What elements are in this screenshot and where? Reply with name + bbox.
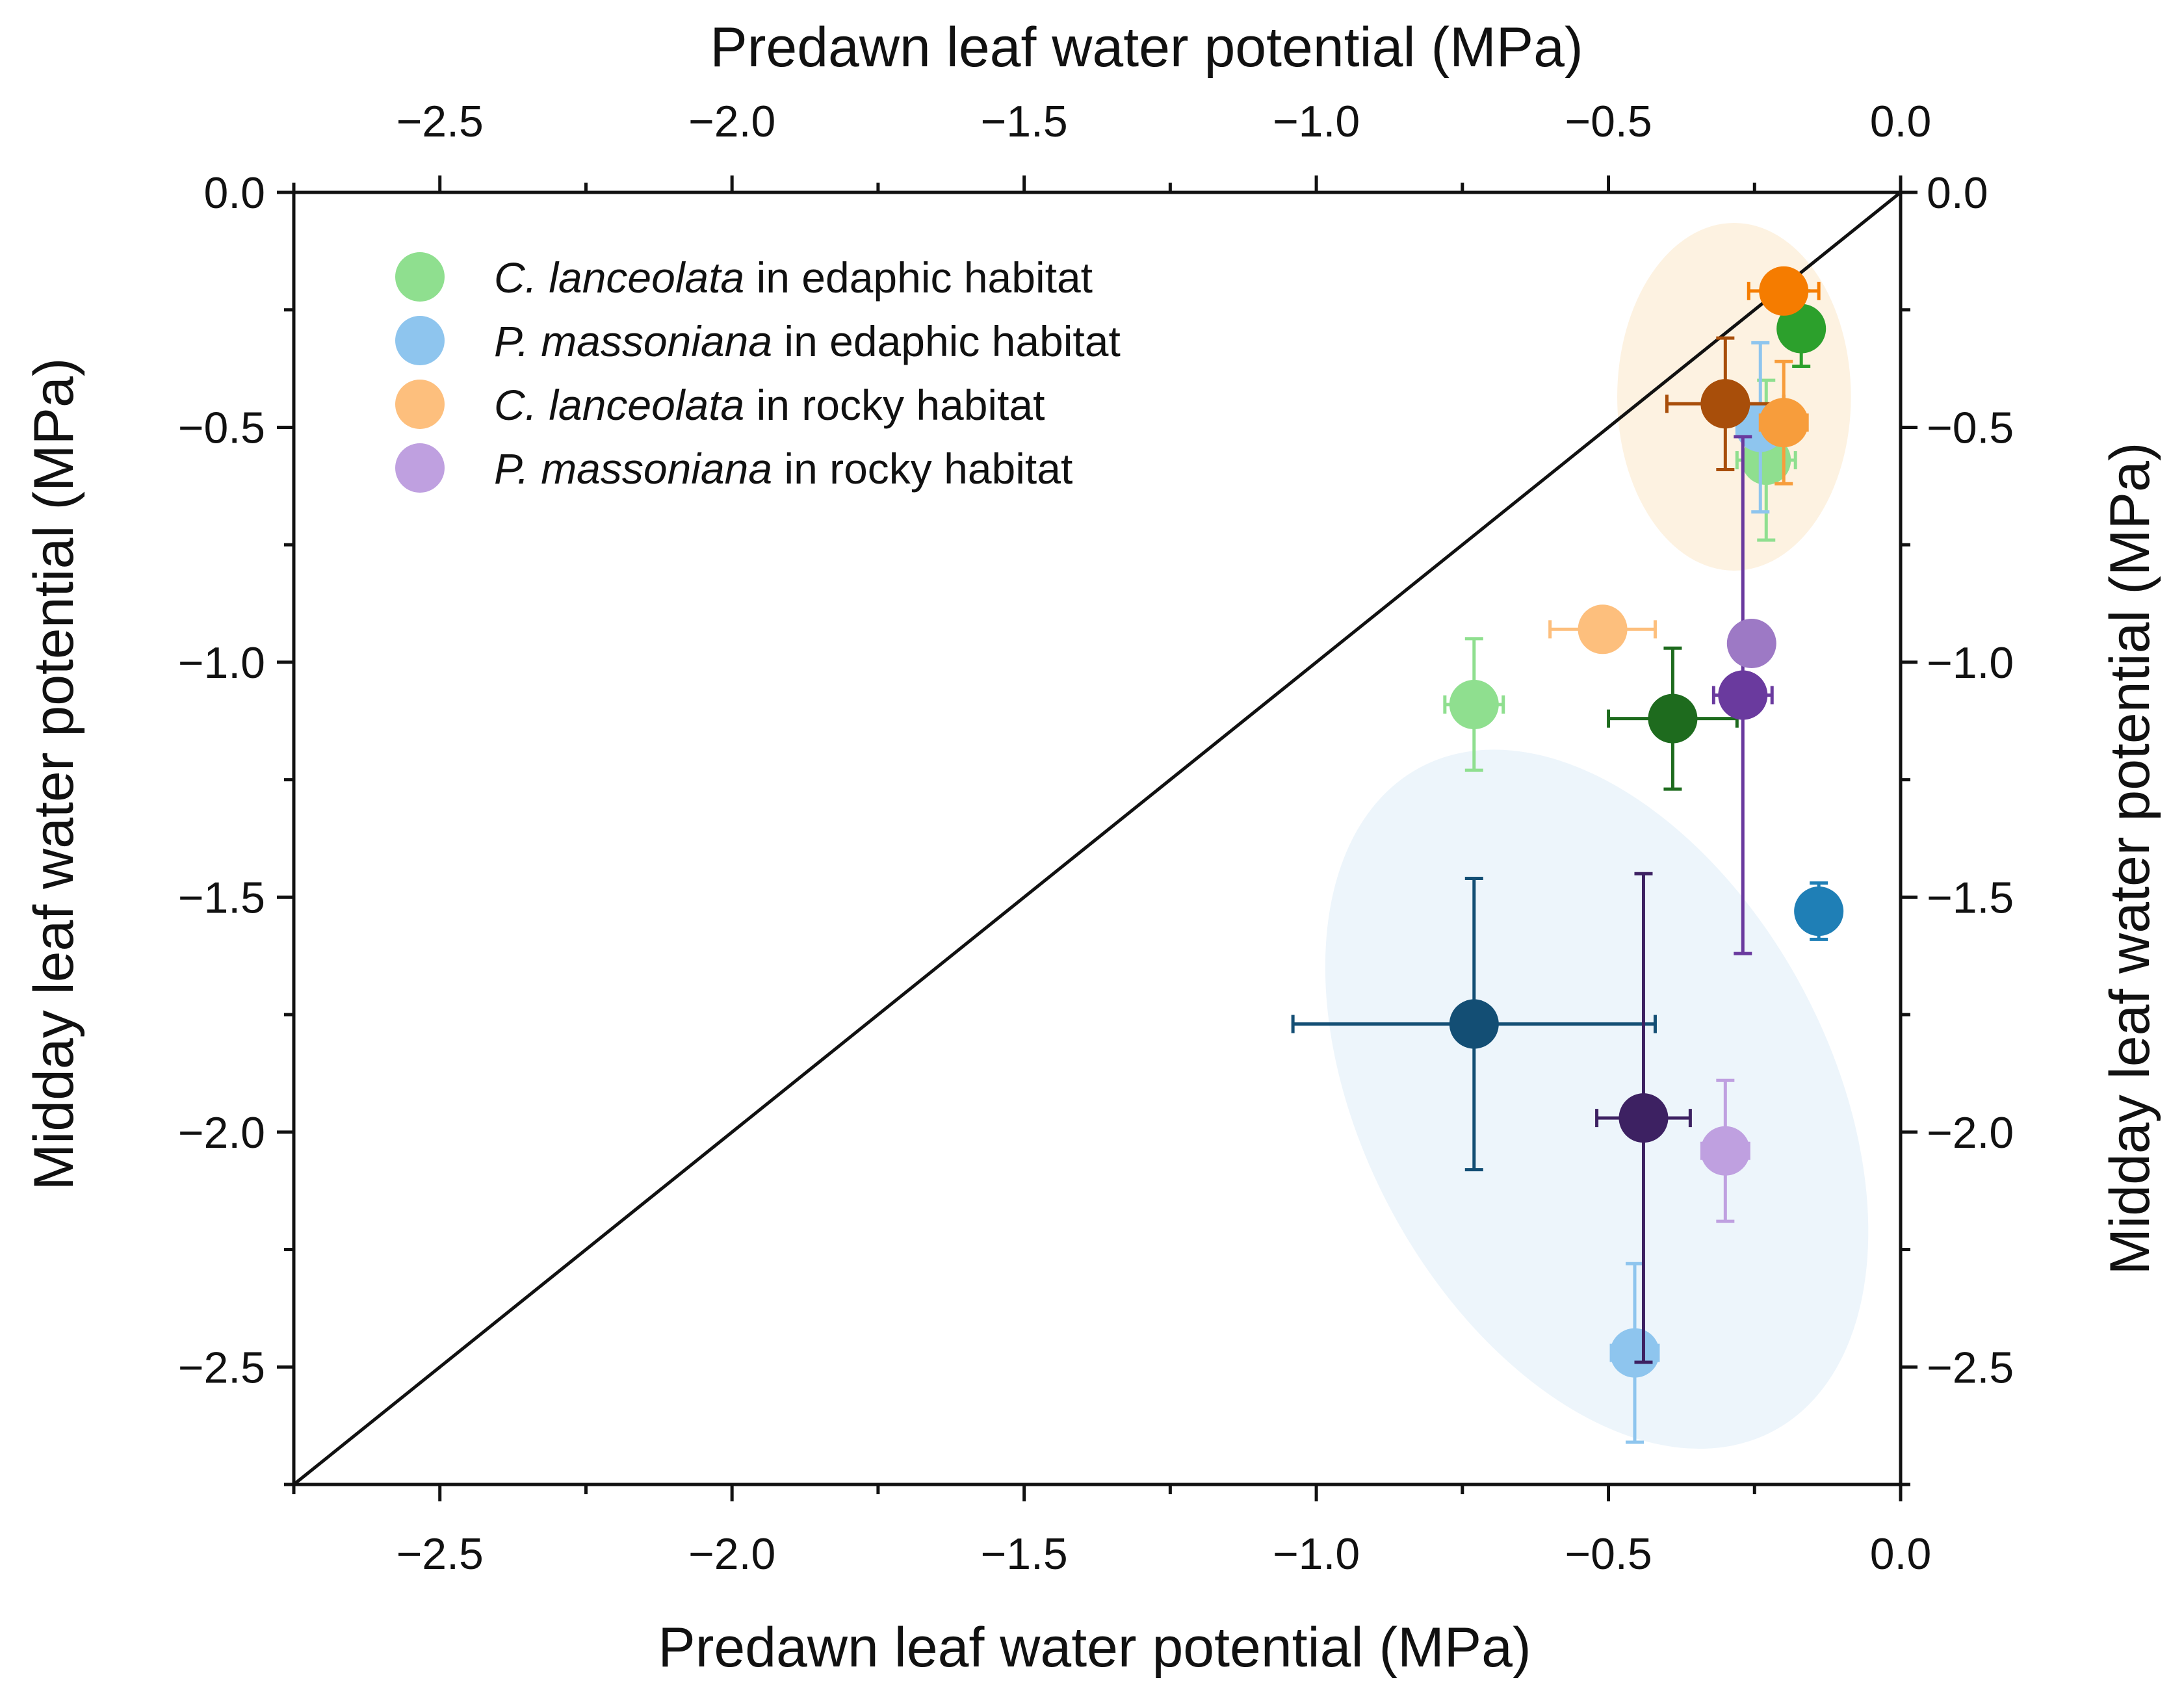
point-marker <box>1700 1126 1750 1176</box>
y-tick-label-right: −2.0 <box>1927 1108 2014 1158</box>
legend-marker <box>395 443 445 493</box>
data-point <box>1700 1078 1750 1223</box>
x-tick-label-bottom: −1.5 <box>981 1529 1068 1579</box>
y-tick-label-left: 0.0 <box>203 168 265 218</box>
point-marker <box>1578 604 1628 654</box>
x-tick-label-top: −2.5 <box>396 97 484 146</box>
legend-marker <box>395 316 445 365</box>
point-marker <box>1759 266 1809 316</box>
point-marker <box>1759 398 1809 448</box>
legend-label: C. lanceolata in edaphic habitat <box>494 253 1093 302</box>
highlight-regions <box>1325 222 1869 1449</box>
one-to-one-line <box>292 191 1902 1486</box>
x-tick-label-top: 0.0 <box>1870 97 1932 146</box>
point-marker <box>1718 670 1768 720</box>
point-marker <box>1609 1328 1659 1378</box>
point-marker <box>1700 379 1750 429</box>
y-tick-label-left: −1.5 <box>178 873 265 922</box>
x-axis-title-top: Predawn leaf water potential (MPa) <box>710 16 1583 79</box>
point-marker <box>1449 999 1499 1049</box>
point-marker <box>1648 693 1698 744</box>
y-tick-label-left: −1.0 <box>178 638 265 688</box>
data-points <box>1291 266 1844 1444</box>
legend-label: P. massoniana in edaphic habitat <box>494 317 1121 365</box>
legend-marker <box>395 252 445 302</box>
data-point <box>1609 1262 1660 1444</box>
axis-ticks: −2.5 −2.5 −2.0 −2.0 −1.5 −1.5 −1.0 −1.0 −0.5 −0.5… <box>178 97 2014 1579</box>
legend: C. lanceolata in edaphic habitat P. masso… <box>395 252 1121 493</box>
y-tick-label-left: −2.5 <box>178 1343 265 1392</box>
point-marker <box>1618 1093 1669 1143</box>
y-tick-label-right: 0.0 <box>1927 168 1988 218</box>
data-point <box>1726 618 1776 668</box>
y-tick-label-right: −1.5 <box>1927 873 2014 922</box>
x-axis-title-bottom: Predawn leaf water potential (MPa) <box>658 1616 1531 1679</box>
y-axis-title-left: Midday leaf water potential (MPa) <box>23 357 85 1190</box>
x-tick-label-bottom: −2.0 <box>688 1529 775 1579</box>
data-point <box>1291 876 1657 1172</box>
point-marker <box>1726 618 1776 668</box>
data-point <box>1595 872 1692 1364</box>
point-marker <box>1449 679 1499 729</box>
point-marker <box>1776 304 1826 354</box>
data-point <box>1758 359 1809 486</box>
plot-frame <box>292 190 1903 1486</box>
x-tick-label-bottom: −2.5 <box>396 1529 484 1579</box>
data-point <box>1607 646 1739 791</box>
y-tick-label-right: −1.0 <box>1927 638 2014 688</box>
point-marker <box>1794 887 1844 937</box>
y-tick-label-right: −0.5 <box>1927 403 2014 452</box>
x-tick-label-top: −1.5 <box>981 97 1068 146</box>
y-tick-label-left: −0.5 <box>178 403 265 452</box>
x-tick-label-top: −2.0 <box>688 97 775 146</box>
data-point <box>1747 266 1821 316</box>
x-tick-label-top: −0.5 <box>1565 97 1652 146</box>
y-tick-label-right: −2.5 <box>1927 1343 2014 1392</box>
legend-marker <box>395 380 445 429</box>
data-point <box>1443 637 1505 772</box>
data-point <box>1794 881 1844 941</box>
y-axis-title-right: Midday leaf water potential (MPa) <box>2099 442 2161 1275</box>
x-tick-label-bottom: 0.0 <box>1870 1529 1932 1579</box>
legend-label: C. lanceolata in rocky habitat <box>494 381 1045 429</box>
legend-label: P. massoniana in rocky habitat <box>494 445 1072 493</box>
data-point <box>1548 604 1657 654</box>
x-tick-label-bottom: −1.0 <box>1273 1529 1360 1579</box>
edaphic-region <box>1325 749 1869 1449</box>
x-tick-label-top: −1.0 <box>1273 97 1360 146</box>
data-point <box>1711 435 1774 955</box>
y-tick-label-left: −2.0 <box>178 1108 265 1158</box>
x-tick-label-bottom: −0.5 <box>1565 1529 1652 1579</box>
